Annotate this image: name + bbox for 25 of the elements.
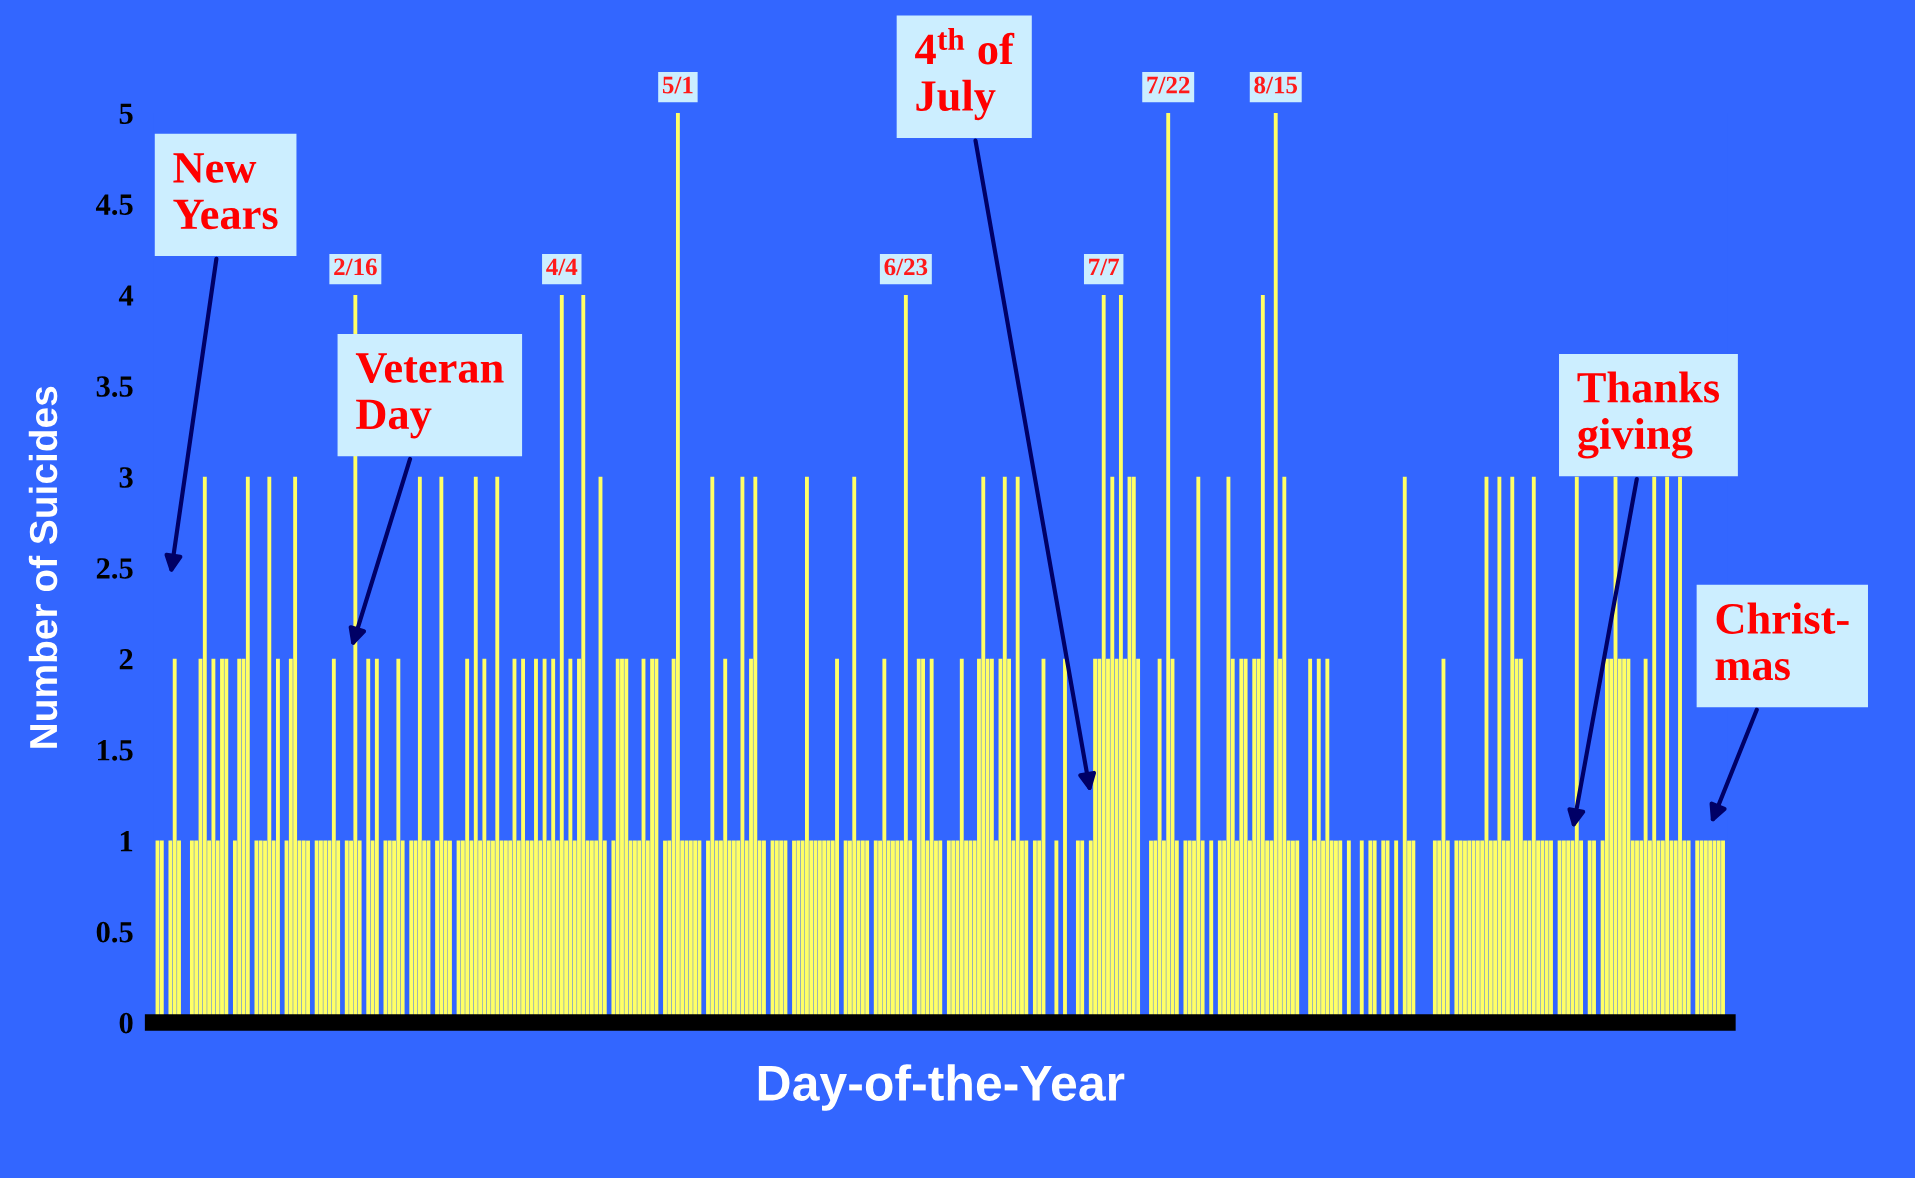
annotation: 7/7 <box>1089 258 1120 276</box>
text: 8/15 <box>1254 76 1298 94</box>
annotation: Christ- mas <box>1715 602 1849 681</box>
y-tick-label: 1.5 <box>98 740 133 761</box>
y-tick-label: 1 <box>120 831 133 852</box>
y-tick-label: 3 <box>119 467 133 488</box>
y-tick-label: 4 <box>118 285 134 306</box>
text: 7/22 <box>1147 76 1190 94</box>
annotation: New Years <box>173 153 278 230</box>
annotation: 4/4 <box>546 258 578 276</box>
y-tick-label: 2 <box>119 649 133 670</box>
y-tick-label: 0.5 <box>96 921 133 943</box>
annotation: Thanks giving <box>1577 371 1720 459</box>
annotation: 2/16 <box>334 258 377 276</box>
y-tick-label: 0 <box>119 1012 133 1034</box>
annotation: 4$^{th}$ of July <box>915 28 1015 121</box>
annotation: 6/23 <box>884 258 928 276</box>
text: 5/1 <box>662 76 693 94</box>
y-tick-label: 4.5 <box>95 194 133 216</box>
y-axis-title: Number of Suicides <box>28 386 58 748</box>
y-tick-label: 2.5 <box>96 558 133 579</box>
annotation: Veteran Day <box>355 353 504 439</box>
x-axis-title: Day-of-the-Year <box>758 1064 1125 1111</box>
y-tick-label: 5 <box>119 103 133 124</box>
y-tick-label: 3.5 <box>96 376 133 397</box>
